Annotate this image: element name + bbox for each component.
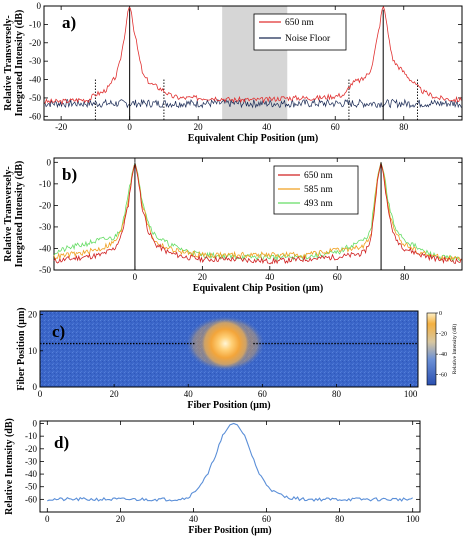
panel-1: 0 20 40 60 80 0 -10 -20 -30 -40 -50 Equivalent Chip…	[39, 157, 463, 294]
x-tick-label: 100	[406, 514, 420, 524]
panel-label: b)	[62, 165, 77, 184]
colorbar-label: Relative Intensity (dB)	[451, 324, 458, 375]
x-tick-label: 0	[45, 514, 50, 524]
y-tick-label: 0	[33, 419, 38, 429]
y-tick-label: -40	[25, 469, 37, 479]
x-axis-label: Fiber Position (μm)	[188, 525, 271, 536]
x-tick-label: 60	[262, 514, 272, 524]
y-tick-label: -60	[25, 494, 37, 504]
y-axis-label: Relative Transversely-Integrated Intensi…	[3, 161, 25, 268]
panel-3: 0 20 40 60 80 100 0 -10 -20 -30 -40 -50 -60 Fiber Pos…	[25, 419, 421, 536]
x-tick-label: 80	[332, 389, 342, 399]
legend-entry: 650 nm	[304, 171, 333, 181]
plot-frame	[53, 157, 463, 271]
x-tick-label: 20	[110, 389, 120, 399]
y-tick-label: -50	[39, 265, 51, 275]
y-tick-label: -20	[39, 200, 51, 210]
y-tick-label: -20	[25, 444, 37, 454]
panel-2: 0 20 40 60 80 100 0 10 20 Fiber Position (μm) c) 0 -…	[28, 310, 458, 411]
x-tick-label: 60	[258, 389, 268, 399]
x-axis-label: Equivalent Chip Position (μm)	[188, 133, 318, 144]
x-tick-label: 40	[189, 514, 199, 524]
y-tick-label: -10	[25, 431, 37, 441]
series-650nm	[53, 163, 462, 265]
y-axis-label: Fiber Position (μm)	[16, 307, 27, 390]
panel-label: a)	[62, 13, 76, 32]
y-tick-label: -30	[29, 56, 41, 66]
y-tick-label: -40	[29, 75, 41, 85]
panel-label: d)	[54, 433, 69, 452]
legend-entry: 650 nm	[285, 18, 314, 28]
y-axis-label: Relative Intensity (dB)	[4, 418, 15, 515]
panel-label: c)	[52, 322, 65, 341]
y-tick-label: -60	[29, 111, 41, 121]
panel-0: -20 0 20 40 60 80 0 -10 -20 -30 -40 -50 -60 Equivalen…	[29, 1, 463, 144]
y-tick-label: 0	[47, 157, 52, 167]
x-tick-label: 20	[194, 122, 204, 132]
y-tick-label: 0	[33, 382, 38, 392]
y-tick-label: -10	[39, 179, 51, 189]
x-tick-label: 60	[333, 272, 343, 282]
x-axis-label: Equivalent Chip Position (μm)	[193, 283, 323, 294]
x-tick-label: 40	[184, 389, 194, 399]
colorbar-tick-label: 0	[439, 311, 442, 317]
x-tick-label: 0	[127, 122, 132, 132]
legend-entry: Noise Floor	[285, 34, 331, 44]
y-tick-label: 0	[37, 1, 42, 11]
y-tick-label: -40	[39, 243, 51, 253]
y-axis-label: Relative Transversely-Integrated Intensi…	[3, 10, 25, 117]
series-cut-profile	[47, 422, 413, 502]
x-tick-label: -20	[55, 122, 67, 132]
legend: 650 nm Noise Floor	[253, 13, 347, 51]
colorbar	[426, 312, 437, 386]
x-tick-label: 80	[400, 272, 410, 282]
x-tick-label: 0	[133, 272, 138, 282]
y-tick-label: 20	[28, 310, 38, 320]
x-tick-label: 100	[404, 389, 418, 399]
y-tick-label: -50	[29, 93, 41, 103]
series-493nm	[53, 161, 462, 262]
series-585nm	[53, 161, 462, 262]
colorbar-tick-label: -20	[439, 332, 447, 338]
legend-entry: 585 nm	[304, 185, 333, 195]
y-tick-label: -20	[29, 38, 41, 48]
x-tick-label: 0	[38, 389, 43, 399]
colorbar-tick-label: -40	[439, 352, 447, 358]
x-tick-label: 80	[399, 122, 409, 132]
plot-frame	[39, 420, 421, 513]
y-tick-label: -30	[39, 222, 51, 232]
series-650nm	[43, 5, 462, 106]
y-tick-label: -10	[29, 19, 41, 29]
legend: 650 nm 585 nm 493 nm	[273, 165, 359, 215]
y-tick-label: 10	[28, 346, 38, 356]
spot-center	[199, 317, 252, 370]
x-tick-label: 20	[198, 272, 208, 282]
x-tick-label: 40	[262, 122, 272, 132]
y-tick-label: -30	[25, 456, 37, 466]
series-noise-floor	[43, 98, 462, 109]
x-tick-label: 40	[265, 272, 275, 282]
colorbar-tick-label: -60	[439, 373, 447, 379]
legend-entry: 493 nm	[304, 199, 333, 209]
x-tick-label: 60	[331, 122, 341, 132]
x-tick-label: 20	[116, 514, 126, 524]
x-axis-label: Fiber Position (μm)	[187, 400, 270, 411]
x-tick-label: 80	[335, 514, 345, 524]
y-tick-label: -50	[25, 482, 37, 492]
